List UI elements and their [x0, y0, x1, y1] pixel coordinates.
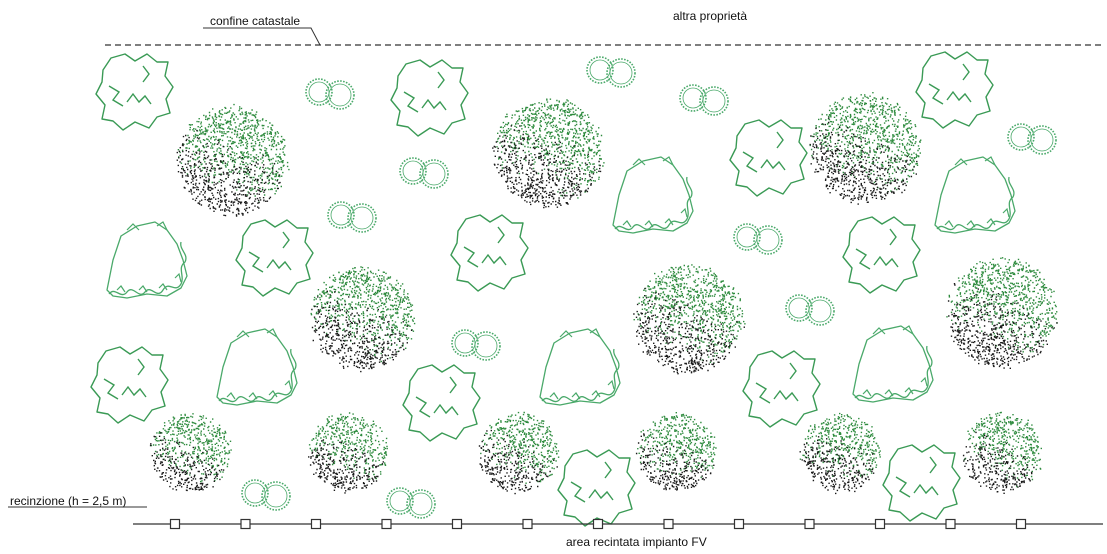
twin-round-shrub-icon — [785, 294, 835, 326]
hedge-shrub-icon — [612, 156, 694, 234]
large-shrub-icon — [450, 214, 529, 292]
twin-round-shrub-icon — [451, 329, 501, 361]
fence-post-icon — [663, 518, 674, 530]
twin-round-shrub-icon — [305, 78, 355, 110]
fence-post-icon — [945, 518, 956, 530]
tree-canopy-icon — [308, 412, 388, 494]
large-shrub-icon — [402, 364, 481, 442]
fence-post-icon — [240, 518, 251, 530]
canopy-foliage — [633, 264, 746, 364]
canopy-foliage — [799, 412, 881, 477]
large-shrub-icon — [90, 346, 169, 424]
large-shrub-icon — [882, 444, 961, 522]
canopy-shadow — [799, 436, 875, 495]
canopy-shadow — [962, 431, 1035, 494]
twin-round-shrub-icon — [327, 201, 377, 233]
tree-canopy-icon — [492, 98, 605, 209]
canopy-shadow — [308, 439, 384, 494]
tree-canopy-icon — [176, 103, 290, 217]
twin-round-shrub-icon — [399, 157, 449, 189]
large-shrub-icon — [742, 350, 821, 428]
twin-round-shrub-icon — [586, 56, 636, 88]
large-shrub-icon — [557, 449, 636, 527]
tree-canopy-icon — [310, 266, 416, 373]
canopy-foliage — [496, 98, 605, 199]
fenced-area-label: area recintata impianto FV — [566, 535, 707, 549]
fence-post-icon — [1015, 518, 1027, 530]
fence-post-icon — [522, 518, 533, 530]
canopy-shadow — [311, 290, 413, 373]
cadastral-boundary-leader — [203, 27, 321, 46]
fence-post-icon — [451, 518, 463, 530]
fence-post-icon — [874, 518, 886, 530]
fence-post-icon — [733, 518, 745, 530]
fence-post-icon — [804, 518, 815, 530]
canopy-foliage — [177, 103, 290, 203]
hedge-shrub-icon — [539, 328, 621, 406]
canopy-shadow — [947, 283, 1058, 369]
tree-canopy-icon — [478, 411, 560, 495]
twin-round-shrub-icon — [679, 84, 729, 116]
cadastral-boundary-label: confine catastale — [210, 14, 301, 28]
hedge-shrub-icon — [106, 221, 188, 299]
large-shrub-icon — [390, 59, 469, 137]
other-property-label: altra proprietà — [673, 9, 748, 23]
large-shrub-icon — [95, 53, 174, 131]
tree-canopy-icon — [149, 413, 232, 492]
tree-canopy-icon — [633, 264, 746, 375]
fence-post-icon — [169, 518, 181, 530]
canopy-shadow — [492, 125, 602, 209]
hedge-shrub-icon — [216, 328, 298, 406]
hedge-shrub-icon — [852, 325, 934, 403]
canopy-shadow — [635, 433, 715, 491]
large-shrub-icon — [729, 119, 808, 197]
canopy-shadow — [149, 432, 225, 492]
twin-round-shrub-icon — [733, 223, 783, 255]
canopy-foliage — [150, 413, 232, 483]
fence-post-icon — [592, 518, 604, 530]
twin-round-shrub-icon — [241, 479, 291, 511]
twin-round-shrub-icon — [386, 487, 436, 519]
hedge-shrub-icon — [934, 156, 1016, 234]
large-shrub-icon — [915, 51, 994, 129]
canopy-foliage — [963, 411, 1042, 488]
canopy-shadow — [176, 129, 281, 217]
canopy-foliage — [480, 411, 560, 484]
tree-canopy-icon — [962, 411, 1042, 494]
fence-label: recinzione (h = 2,5 m) — [10, 494, 127, 508]
tree-canopies — [149, 92, 1058, 495]
canopy-shadow — [633, 287, 745, 375]
canopy-foliage — [946, 257, 1058, 353]
tree-canopy-icon — [809, 92, 922, 205]
canopy-foliage — [310, 266, 416, 363]
canopy-shadow — [809, 117, 918, 205]
canopy-foliage — [637, 412, 717, 478]
tree-canopy-icon — [799, 412, 881, 495]
large-shrub-icon — [842, 216, 921, 294]
tree-canopy-icon — [946, 257, 1058, 369]
large-shrub-icon — [235, 219, 314, 297]
fence-post-icon — [310, 518, 322, 530]
canopy-foliage — [308, 412, 388, 481]
fence-post-icon — [381, 518, 392, 530]
twin-round-shrub-icon — [1007, 123, 1057, 155]
tree-canopy-icon — [635, 412, 717, 491]
